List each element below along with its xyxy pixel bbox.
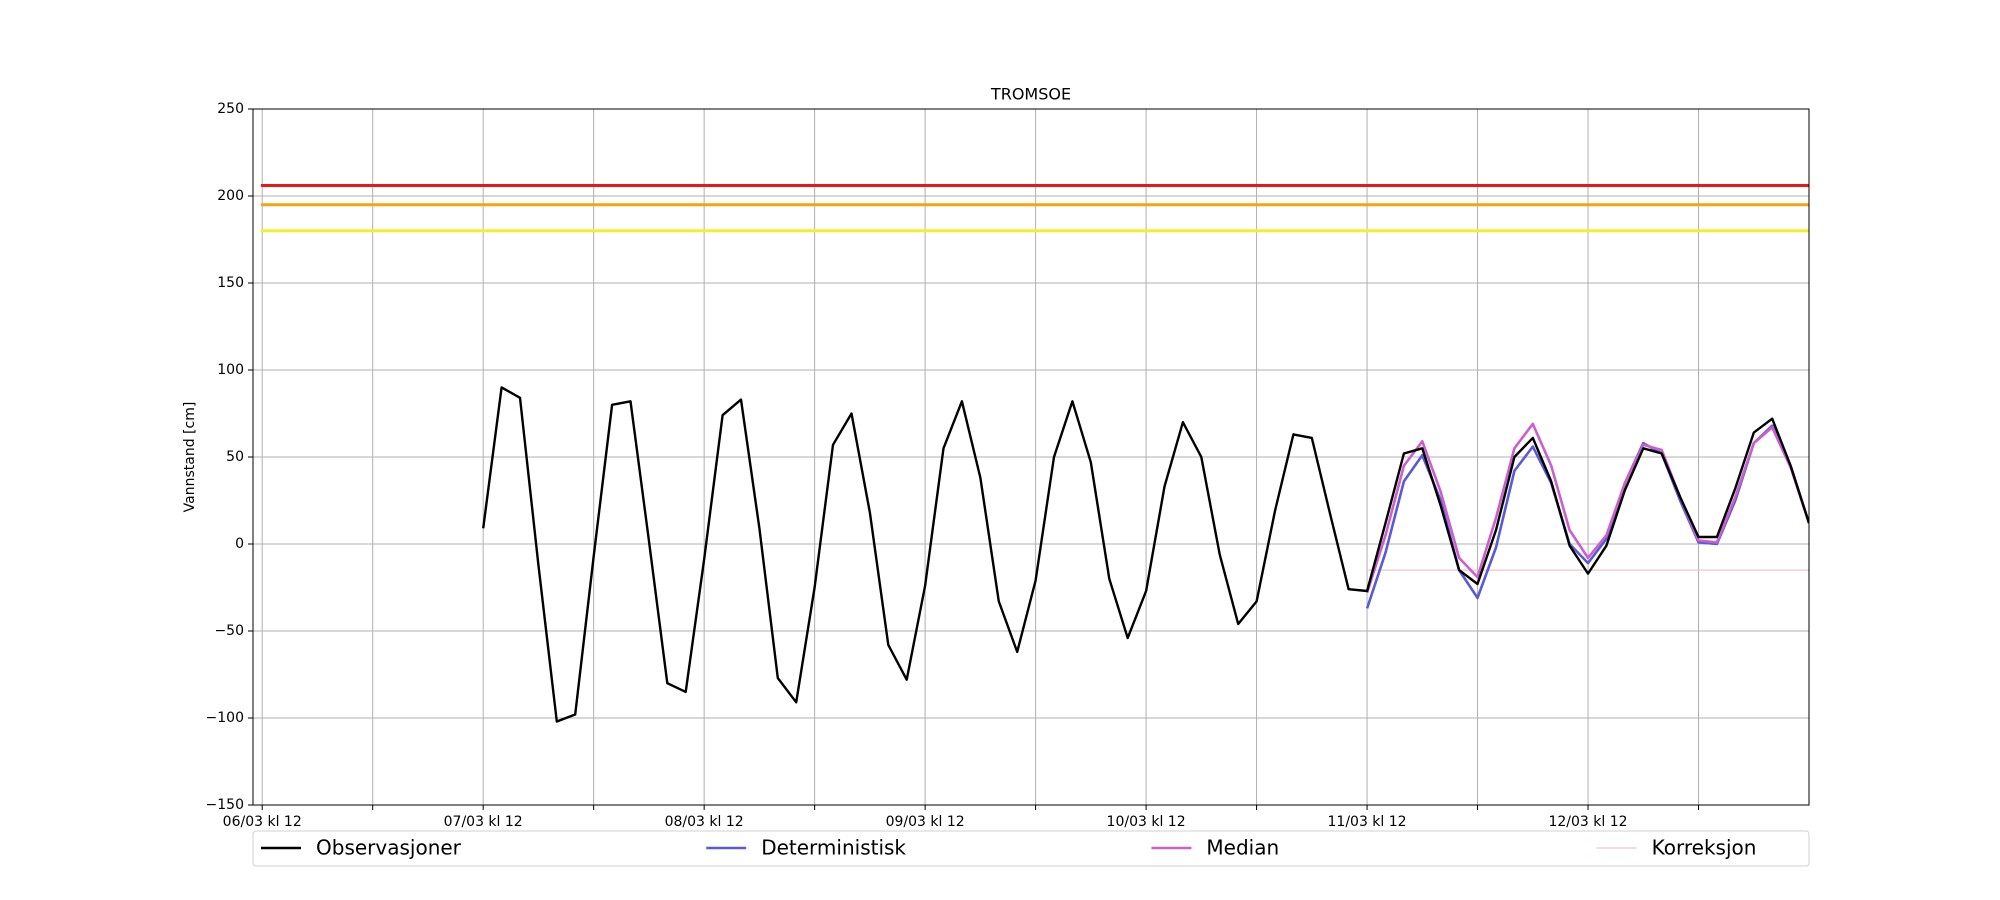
y-tick-label: 250: [217, 101, 244, 117]
series-line: [1365, 422, 1809, 594]
y-tick-label: 0: [235, 536, 244, 552]
legend-label: Median: [1206, 836, 1279, 860]
x-tick-label: 11/03 kl 12: [1328, 814, 1407, 830]
chart-title: TROMSOE: [990, 85, 1071, 104]
axes-frame: [252, 108, 1810, 806]
y-tick-label: 50: [226, 449, 244, 465]
x-tick-label: 10/03 kl 12: [1107, 814, 1186, 830]
x-tick-label: 12/03 kl 12: [1548, 814, 1627, 830]
legend-label: Deterministisk: [761, 836, 906, 860]
x-tick-label: 06/03 kl 12: [223, 814, 302, 830]
y-tick-label: 200: [217, 188, 244, 204]
y-tick-label: 150: [217, 275, 244, 291]
y-tick-label: −150: [206, 797, 244, 813]
legend-label: Korreksjon: [1652, 836, 1757, 860]
x-tick-label: 07/03 kl 12: [444, 814, 523, 830]
x-tick-label: 09/03 kl 12: [886, 814, 965, 830]
series-line: [482, 386, 1809, 723]
y-axis-label: Vannstand [cm]: [182, 402, 198, 513]
y-tick-label: 100: [217, 362, 244, 378]
x-tick-label: 08/03 kl 12: [665, 814, 744, 830]
y-tick-label: −50: [214, 623, 244, 639]
legend-box: [252, 830, 1810, 867]
legend-label: Observasjoner: [316, 836, 462, 860]
y-tick-label: −100: [206, 710, 244, 726]
series-line: [1365, 424, 1809, 609]
